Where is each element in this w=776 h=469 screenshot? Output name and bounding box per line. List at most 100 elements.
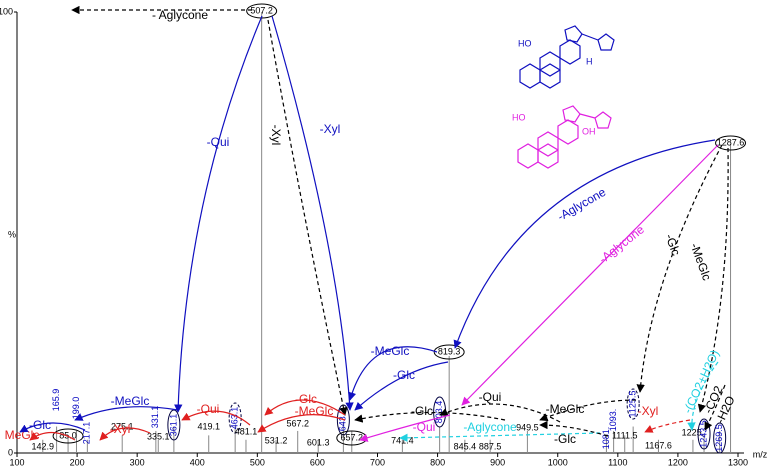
- annotation-label: -Aglycone: [463, 420, 517, 434]
- annotation-label: -Aglycone: [555, 185, 608, 224]
- peak-label-outline: [167, 409, 181, 441]
- peak-label-outline: [715, 135, 747, 151]
- peak-label: 1081.: [601, 427, 611, 450]
- peak-label: 85.0: [59, 430, 77, 440]
- peak-label-outline: [713, 422, 727, 454]
- peak-label: 361.1: [168, 414, 178, 437]
- x-tick-label: 600: [310, 457, 325, 467]
- structure-label: OH: [582, 126, 596, 136]
- peak-label-outline: [228, 402, 242, 434]
- annotation-label: -Glc: [554, 432, 576, 446]
- peak-label: 419.1: [197, 421, 220, 431]
- peak-label: 275.1: [111, 421, 134, 431]
- annotation-label: -Qui: [479, 390, 502, 404]
- annotation-label: -MeGlc: [371, 344, 410, 358]
- annotation-label: -Glc: [411, 404, 433, 418]
- peak-label: 481.1: [235, 426, 258, 436]
- annotation-arrow: [29, 431, 76, 441]
- structure-label: H: [586, 56, 593, 66]
- annotation-arrow: [453, 139, 716, 349]
- annotation-label: -Glc: [29, 418, 51, 432]
- annotation-arrow: [181, 410, 251, 426]
- peak-label-outline: [52, 428, 84, 444]
- annotation-arrow: [539, 420, 609, 437]
- annotation-label: -Glc: [393, 368, 415, 382]
- annotation-label: -MeGlc: [111, 394, 150, 408]
- x-tick-label: 1200: [668, 457, 688, 467]
- annotation-arrow: [174, 15, 263, 413]
- annotation-arrow: [399, 432, 601, 443]
- annotation-label: - Aglycone: [152, 8, 208, 22]
- peak-label: 601.3: [307, 437, 330, 447]
- peak-label: 331.1: [150, 406, 160, 429]
- annotation-arrow: [636, 144, 723, 393]
- annotation-label: -Xyl: [110, 422, 131, 436]
- annotation-arrow: [539, 399, 637, 422]
- x-tick-label: 200: [70, 457, 85, 467]
- annotation-arrow: [687, 361, 719, 431]
- peak-label: 335.1: [147, 431, 170, 441]
- annotation-label: -Xyl: [320, 122, 341, 136]
- peak-label: 142.9: [32, 441, 55, 451]
- structure-label: HO: [518, 38, 532, 48]
- peak-label: 1287.6: [717, 137, 745, 147]
- peak-label: 165.9: [51, 389, 61, 412]
- peak-label: 217.1: [82, 422, 92, 445]
- structure: [517, 25, 615, 169]
- x-tick-label: 400: [190, 457, 205, 467]
- peak-label: 643.2: [338, 409, 348, 432]
- structure-label: HO: [512, 112, 526, 122]
- y-tick-label: 0: [8, 447, 13, 457]
- peak-label-outline: [433, 344, 465, 360]
- x-axis-label: m/z: [753, 449, 768, 459]
- peak-label: 741.4: [391, 435, 414, 445]
- peak-label: 845.4: [454, 441, 477, 451]
- peak-label: 507.2: [250, 5, 273, 15]
- annotation-arrow: [19, 422, 86, 433]
- annotation-label: -Xyl: [638, 404, 659, 418]
- annotation-arrow: [264, 399, 346, 416]
- annotation-label: -Glc: [295, 392, 317, 406]
- annotation-label: MeGlc: [5, 428, 40, 442]
- annotation-arrow: [644, 419, 691, 433]
- peak-label: 819.3: [438, 346, 461, 356]
- peak-label: 1269.5: [714, 424, 724, 452]
- peak-label: 803.4: [434, 401, 444, 424]
- x-tick-label: 900: [490, 457, 505, 467]
- annotation-arrow: [271, 15, 354, 411]
- peak-label: 567.2: [286, 418, 309, 428]
- annotation-arrow: [354, 361, 449, 411]
- peak-label: 531.2: [265, 435, 288, 445]
- peak-label: 1125.5: [628, 391, 638, 418]
- annotation-arrow: [354, 411, 506, 423]
- peak-label-outline: [626, 388, 640, 420]
- annotation-label: -Aglycone: [596, 222, 647, 266]
- annotation-label: -Qui: [413, 420, 436, 434]
- peak-label: 887.5: [479, 441, 502, 451]
- annotation-arrow: [99, 427, 151, 441]
- peak-label: 1243.5: [698, 420, 708, 448]
- annotation-arrow: [697, 147, 729, 413]
- x-tick-label: 300: [130, 457, 145, 467]
- y-axis-label: %: [8, 229, 16, 239]
- peak-label-outline: [697, 418, 711, 450]
- peak-label: 1225.: [682, 427, 705, 437]
- peak-label: 1167.6: [645, 440, 672, 450]
- annotation-label: -Qui: [197, 402, 220, 416]
- annotation-label: -MeGlc: [546, 402, 585, 416]
- peak-label: 199.0: [71, 397, 81, 420]
- annotation-label: -MeGlc: [688, 241, 714, 282]
- x-tick-label: 800: [430, 457, 445, 467]
- peak-label: 949.5: [516, 422, 539, 432]
- y-tick-label: 100: [0, 6, 13, 16]
- peak-label: 1111.5: [612, 430, 638, 440]
- x-tick-label: 500: [250, 457, 265, 467]
- x-tick-label: 1000: [548, 457, 568, 467]
- annotation-label: -MeGlc: [295, 404, 334, 418]
- peak-label: 657.2: [341, 432, 364, 442]
- annotation-arrow: [348, 346, 438, 401]
- x-tick-label: 700: [370, 457, 385, 467]
- peak-label: 463.1: [230, 407, 240, 430]
- annotation-arrow: [704, 384, 726, 431]
